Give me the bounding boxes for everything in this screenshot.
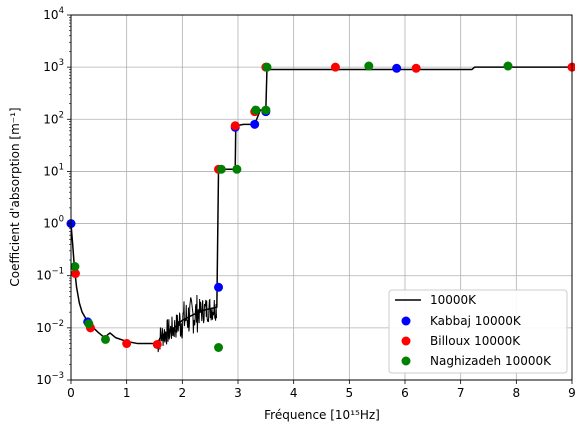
series-naghizadeh-point xyxy=(261,106,270,115)
x-tick-label: 1 xyxy=(123,386,131,400)
series-kabbaj-point xyxy=(392,64,401,73)
x-axis-label: Fréquence [10¹⁵Hz] xyxy=(264,408,380,422)
x-tick-label: 9 xyxy=(568,386,575,400)
series-naghizadeh-point xyxy=(214,343,223,352)
series-billoux-point xyxy=(331,63,340,72)
series-kabbaj-point xyxy=(250,120,259,129)
series-naghizadeh-point xyxy=(84,319,93,328)
series-naghizadeh-point xyxy=(70,262,79,271)
x-tick-label: 3 xyxy=(234,386,242,400)
legend-label-naghizadeh: Naghizadeh 10000K xyxy=(430,354,552,368)
legend-marker-billoux xyxy=(402,337,411,346)
legend-label-kabbaj: Kabbaj 10000K xyxy=(430,314,522,328)
x-tick-label: 5 xyxy=(346,386,354,400)
x-tick-label: 2 xyxy=(179,386,187,400)
legend-marker-naghizadeh xyxy=(402,357,411,366)
legend-label-10000k: 10000K xyxy=(430,293,477,307)
legend: 10000K Kabbaj 10000K Billoux 10000K Nagh… xyxy=(389,290,567,373)
x-tick-label: 8 xyxy=(513,386,521,400)
series-kabbaj-point xyxy=(214,283,223,292)
x-tick-label: 7 xyxy=(457,386,465,400)
series-billoux-point xyxy=(231,121,240,130)
y-axis-label: Coefficient d'absorption [m⁻¹] xyxy=(8,107,22,286)
x-tick-label: 4 xyxy=(290,386,298,400)
legend-marker-kabbaj xyxy=(402,317,411,326)
series-naghizadeh-point xyxy=(262,63,271,72)
series-billoux-point xyxy=(153,340,162,349)
series-naghizadeh-point xyxy=(217,165,226,174)
series-billoux-point xyxy=(412,64,421,73)
series-naghizadeh-point xyxy=(251,106,260,115)
x-tick-label: 6 xyxy=(401,386,409,400)
series-billoux-point xyxy=(122,339,131,348)
series-naghizadeh-point xyxy=(364,62,373,71)
x-tick-label: 0 xyxy=(67,386,75,400)
series-naghizadeh-point xyxy=(503,62,512,71)
series-naghizadeh-point xyxy=(101,335,110,344)
series-naghizadeh-point xyxy=(232,165,241,174)
legend-label-billoux: Billoux 10000K xyxy=(430,334,521,348)
